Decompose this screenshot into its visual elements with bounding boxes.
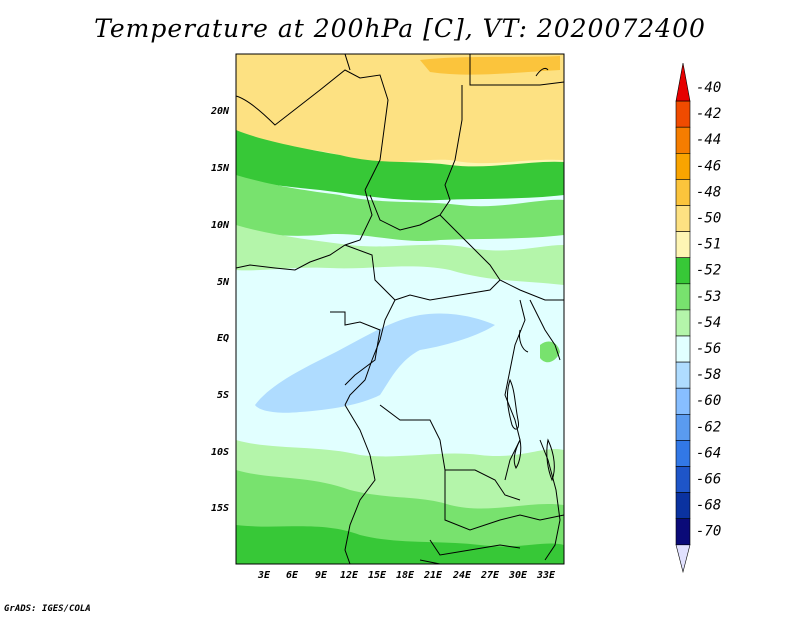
colorbar-swatch: [675, 257, 691, 285]
colorbar-label: -60: [696, 393, 721, 409]
colorbar-swatch: [675, 335, 691, 363]
colorbar-swatch: [675, 309, 691, 337]
colorbar-label: -66: [696, 472, 721, 488]
colorbar-label: -51: [696, 237, 721, 253]
lat-label: 20N: [210, 106, 230, 117]
lat-label: 10S: [211, 447, 229, 458]
lat-label: 10N: [211, 220, 230, 231]
colorbar-label: -56: [696, 341, 721, 357]
band-green-mid: [236, 175, 564, 242]
colorbar-swatch: [675, 231, 691, 259]
band-yellow: [236, 54, 564, 164]
colorbar: -40 -42 -44 -46 -48 -50 -51 -52 -53 -54 -56 -58 -60 -…: [675, 62, 721, 574]
colorbar-swatch: [675, 126, 691, 154]
lat-label: 5N: [217, 277, 230, 288]
colorbar-swatch: [675, 205, 691, 232]
lon-label: 6E: [286, 570, 299, 581]
band-blue-light: [255, 313, 495, 413]
colorbar-swatch: [675, 413, 691, 441]
colorbar-label: -46: [696, 158, 721, 174]
colorbar-swatch: [675, 387, 691, 415]
band-orange: [420, 56, 560, 75]
colorbar-swatch: [675, 179, 691, 206]
colorbar-swatch: [675, 100, 691, 128]
colorbar-swatch: [675, 153, 691, 180]
colorbar-label: -62: [696, 419, 721, 435]
colorbar-swatch: [675, 492, 691, 520]
lat-label: 15N: [211, 163, 230, 174]
colorbar-swatch: [675, 440, 691, 467]
colorbar-swatch: [675, 361, 691, 389]
lat-label: 15S: [211, 503, 229, 514]
lat-label: 5S: [217, 390, 229, 401]
map-title: Temperature at 200hPa [C], VT: 202007240…: [94, 14, 706, 43]
lon-label: 24E: [452, 570, 472, 581]
colorbar-label: -40: [696, 80, 721, 96]
lon-label: 21E: [423, 570, 443, 581]
credit-text: GrADS: IGES/COLA: [4, 604, 91, 614]
lon-label: 3E: [257, 570, 271, 581]
lake-outlines: [506, 67, 555, 482]
colorbar-label: -64: [696, 445, 721, 461]
colorbar-label: -42: [696, 106, 721, 122]
lon-label: 30E: [508, 570, 528, 581]
colorbar-swatch: [675, 466, 691, 493]
band-green-dark-south: [236, 525, 564, 564]
colorbar-label: -52: [696, 263, 721, 279]
contour-fills: [236, 54, 564, 564]
colorbar-label: -48: [696, 184, 721, 200]
country-borders: [235, 53, 565, 565]
colorbar-swatch: [675, 283, 691, 311]
lon-label: 15E: [368, 570, 387, 581]
colorbar-label: -50: [696, 211, 721, 227]
colorbar-label: -44: [696, 132, 721, 148]
band-green-east: [540, 341, 560, 363]
lon-axis: 3E 6E 9E 12E 15E 18E 21E 24E 27E 30E 33E: [257, 570, 556, 581]
colorbar-label: -53: [696, 289, 721, 305]
colorbar-label: -70: [696, 524, 721, 540]
lon-label: 12E: [340, 570, 359, 581]
map-frame: [235, 53, 565, 565]
colorbar-swatch: [675, 544, 691, 574]
lat-label: EQ: [217, 333, 229, 344]
colorbar-label: -54: [696, 315, 721, 331]
colorbar-label: -68: [696, 498, 721, 514]
lat-axis: 20N 15N 10N 5N EQ 5S 10S 15S: [210, 106, 230, 514]
colorbar-swatch: [675, 518, 691, 546]
colorbar-label: -58: [696, 367, 721, 383]
band-green-dark: [236, 130, 564, 201]
colorbar-swatch: [675, 62, 691, 102]
lon-label: 18E: [396, 570, 415, 581]
lon-label: 9E: [315, 570, 328, 581]
lon-label: 33E: [536, 570, 556, 581]
lon-label: 27E: [480, 570, 500, 581]
band-green-light: [236, 225, 564, 285]
